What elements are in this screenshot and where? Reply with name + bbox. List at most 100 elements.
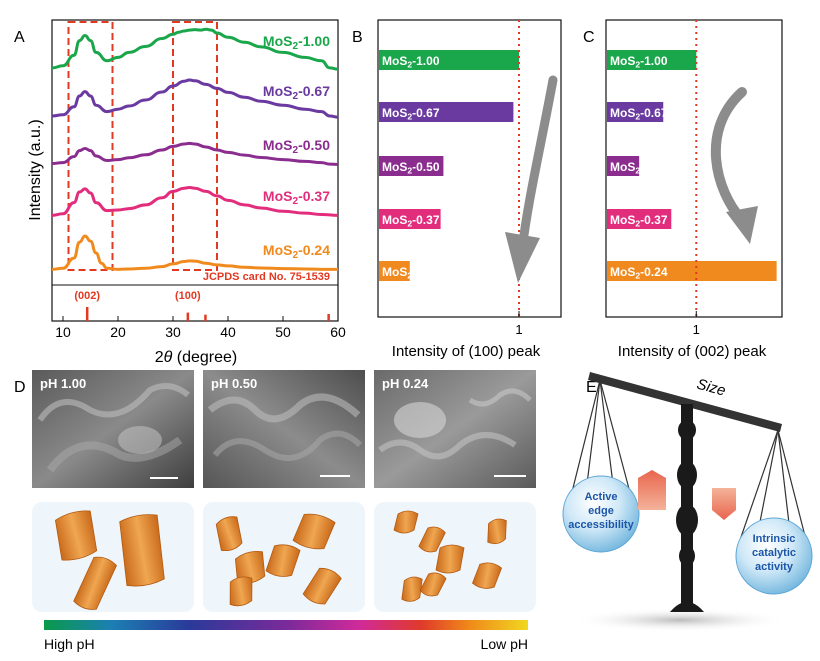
- x-axis-a: 10 20 30 40 50 60: [55, 316, 346, 340]
- reference-peaks: (002) (100): [74, 290, 330, 321]
- reference-card-label: JCPDS card No. 75-1539: [203, 271, 330, 283]
- balance-shadow: [570, 608, 790, 632]
- x-tick-label-a: 50: [275, 324, 291, 340]
- sem-image-1: pH 1.00: [32, 370, 194, 488]
- left-ball: [562, 475, 640, 553]
- sem-texture: [378, 432, 517, 460]
- sem-texture: [118, 426, 162, 454]
- sem-texture: [207, 393, 361, 423]
- nanosheet-flake: [401, 576, 423, 602]
- ph-low-label: Low pH: [481, 636, 528, 652]
- x-tick-label-a: 60: [330, 324, 346, 340]
- xrd-line-4: [51, 234, 338, 271]
- peak002-bar-chart: MoS2-1.00 MoS2-0.67 MoS2-0.50 MoS2-0.37 MoS2…: [605, 19, 783, 360]
- left-ball-line2: edge: [588, 505, 614, 517]
- xrd-series-label-1: MoS2-0.67: [263, 83, 330, 102]
- sem-texture: [212, 430, 363, 461]
- sem-texture: [394, 402, 446, 438]
- xrd-chart: MoS2-1.00 MoS2-0.67 MoS2-0.50 MoS2-0.37 MoS2…: [27, 19, 346, 366]
- xrd-series-group: [51, 27, 339, 271]
- nanosheet-flake: [119, 514, 165, 587]
- bar-label-3: MoS2-0.37: [610, 213, 668, 229]
- sem-image-ph100: [32, 370, 194, 488]
- sem-label: pH 0.24: [382, 376, 429, 391]
- bar-label-4: MoS2-0.24: [382, 265, 440, 281]
- bar-2: [379, 156, 444, 176]
- sem-images: pH 1.00 pH 0.50 pH 0.24: [32, 370, 536, 488]
- x-axis-label-b: Intensity of (100) peak: [392, 343, 541, 360]
- balance-beam: [588, 372, 782, 432]
- trend-arrow-c: [710, 87, 747, 225]
- nanosheet-schematics: [32, 502, 536, 612]
- beam-label: Size: [695, 376, 728, 400]
- sem-label: pH 1.00: [40, 376, 86, 391]
- nanosheet-flake: [265, 544, 301, 577]
- nanosheet-flake: [229, 576, 253, 607]
- trend-arrowhead-b: [505, 232, 540, 283]
- panel-label-d: D: [14, 379, 26, 396]
- plot-frame-a: [51, 19, 339, 322]
- xrd-series-label-3: MoS2-0.37: [263, 188, 330, 207]
- nanosheet-flakes: [55, 510, 507, 610]
- xrd-line-1: [51, 78, 339, 119]
- sem-texture: [37, 383, 190, 422]
- x-tick-label-a: 40: [220, 324, 236, 340]
- nanosheet-flake: [393, 510, 419, 534]
- bar-1: [607, 102, 664, 122]
- x-tick-label: 1: [693, 322, 700, 337]
- x-axis-label-a: 2θ (degree): [155, 349, 238, 366]
- panel-label-b: B: [352, 29, 363, 46]
- highlight-box-0: [67, 21, 114, 271]
- balance-schematic: Size Active edge accessibility Intrinsic: [562, 372, 813, 632]
- bar-label-3: MoS2-0.37: [382, 213, 440, 229]
- xrd-line-2: [51, 141, 339, 166]
- bar-label-0: MoS2-1.00: [382, 54, 440, 70]
- bar-1: [379, 102, 514, 122]
- xrd-line-0: [51, 27, 339, 71]
- peak100-bar-chart: MoS2-1.00 MoS2-0.67 MoS2-0.50 MoS2-0.37 MoS2…: [377, 19, 562, 360]
- panel-label-e: E: [586, 379, 597, 396]
- sem-texture: [46, 436, 183, 473]
- x-axis-label-c: Intensity of (002) peak: [618, 343, 767, 360]
- bar-label-0: MoS2-1.00: [610, 54, 668, 70]
- balance-strings: [569, 379, 807, 541]
- x-tick-label: 1: [515, 322, 522, 337]
- reference-peak-label-0: (002): [74, 290, 100, 302]
- bar-4: [379, 261, 410, 281]
- xrd-series-labels: MoS2-1.00 MoS2-0.67 MoS2-0.50 MoS2-0.37 MoS2…: [263, 33, 330, 261]
- left-ball-line1: Active: [584, 491, 617, 503]
- right-ball-line3: activity: [755, 561, 794, 573]
- xrd-series-label-4: MoS2-0.24: [263, 242, 330, 261]
- nanosheet-flake: [215, 516, 243, 552]
- nanosheet-flake: [55, 510, 98, 561]
- plot-frame-c: [605, 19, 783, 318]
- x-axis-c: 1: [693, 311, 700, 337]
- up-arrow-icon: [638, 470, 666, 510]
- highlight-box-1: [172, 21, 218, 271]
- highlight-boxes: [67, 21, 218, 271]
- y-axis-label-a: Intensity (a.u.): [27, 119, 44, 220]
- bar-label-4: MoS2-0.24: [610, 265, 668, 281]
- reference-peak-label-1: (100): [175, 290, 201, 302]
- trend-arrow-b: [517, 75, 558, 255]
- bars-c: MoS2-1.00 MoS2-0.67 MoS2-0.50 MoS2-0.37 MoS2…: [607, 20, 777, 317]
- nanosheet-flake: [73, 556, 117, 610]
- nanosheet-flake: [472, 562, 503, 589]
- bar-0: [379, 50, 519, 70]
- bar-3: [607, 209, 672, 229]
- sem-image-3: pH 0.24: [374, 370, 536, 488]
- x-tick-label-a: 30: [165, 324, 181, 340]
- plot-frame-b: [377, 19, 562, 318]
- nanosheet-flake: [419, 572, 447, 597]
- bar-label-2: MoS2-0.50: [610, 160, 668, 176]
- ph-high-label: High pH: [44, 636, 95, 652]
- right-ball: [735, 517, 813, 595]
- nanosheet-flake: [487, 518, 507, 545]
- left-ball-line3: accessibility: [568, 519, 634, 531]
- sem-image-ph050: [203, 370, 365, 488]
- trend-arrowhead-c: [726, 206, 758, 244]
- x-tick-label-a: 20: [110, 324, 126, 340]
- nanosheet-flake: [292, 513, 336, 550]
- bar-label-2: MoS2-0.50: [382, 160, 440, 176]
